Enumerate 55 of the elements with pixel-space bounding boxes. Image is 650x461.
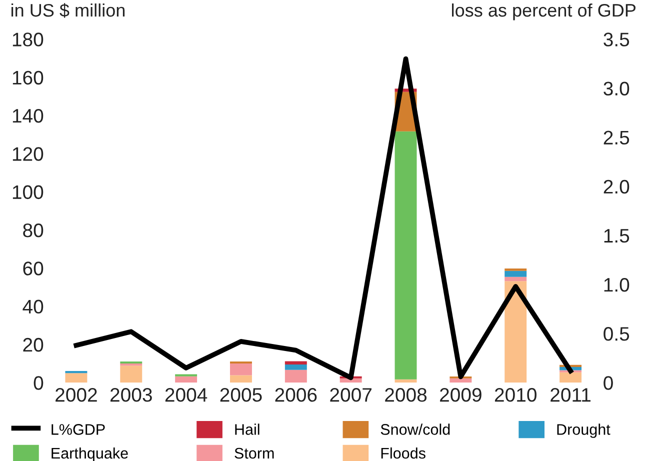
bar	[175, 376, 198, 383]
bar	[504, 281, 527, 383]
y-tick-label: 160	[12, 70, 44, 85]
y2-axis-title: loss as percent of GDP	[452, 3, 636, 20]
y-tick-label: 120	[12, 147, 44, 161]
bar	[394, 131, 417, 380]
bar	[284, 364, 307, 370]
y2-tick-label: 3.0	[604, 82, 630, 96]
y-tick-label: 140	[12, 108, 44, 123]
legend-label: Storm	[234, 448, 274, 459]
y-tick-label: 180	[12, 32, 44, 46]
x-tick-label: 2003	[110, 388, 152, 402]
y-tick-label: 60	[23, 262, 44, 276]
y2-tick-label: 0.5	[604, 327, 630, 341]
y2-tick-label: 1.0	[604, 278, 630, 292]
bar	[394, 379, 417, 383]
line-series	[74, 56, 573, 380]
y-tick-label: 40	[22, 300, 44, 314]
bar	[504, 270, 527, 277]
y-tick-label: 80	[23, 223, 44, 238]
x-tick-label: 2007	[330, 388, 372, 402]
y2-tick-label: 2.0	[604, 180, 630, 194]
x-tick-label: 2010	[494, 388, 536, 402]
bar	[120, 361, 142, 364]
x-tick-label: 2002	[56, 388, 97, 402]
y2-tick-label: 1.5	[604, 229, 630, 243]
legend-label: Hail	[235, 424, 260, 435]
bar	[120, 366, 142, 383]
bar	[504, 276, 527, 282]
y-tick-label: 100	[12, 185, 44, 200]
legend-label: Snow/cold	[380, 424, 450, 435]
y-axis-title: in US $ million	[12, 3, 125, 18]
bar	[284, 370, 307, 383]
legend-label: Drought	[557, 424, 610, 438]
y2-tick-label: 2.5	[604, 130, 630, 145]
y2-tick-label: 0	[604, 376, 613, 390]
y-tick-label: 0	[34, 376, 44, 390]
x-tick-label: 2009	[440, 388, 482, 402]
bar	[284, 361, 307, 365]
x-tick-label: 2004	[165, 388, 208, 402]
bar	[65, 373, 88, 383]
bar	[230, 361, 252, 364]
bar	[230, 375, 252, 383]
x-tick-label: 2005	[220, 388, 262, 402]
x-tick-label: 2006	[275, 388, 317, 402]
bar	[560, 372, 582, 383]
bar	[230, 364, 252, 376]
y2-tick-label: 3.5	[604, 32, 630, 46]
legend-label: L%GDP	[52, 424, 105, 435]
bar	[450, 378, 472, 383]
legend-label: Floods	[381, 447, 426, 459]
bar	[65, 370, 88, 374]
x-tick-label: 2011	[550, 388, 590, 402]
x-tick-label: 2008	[385, 388, 427, 402]
y-tick-label: 20	[23, 338, 44, 352]
